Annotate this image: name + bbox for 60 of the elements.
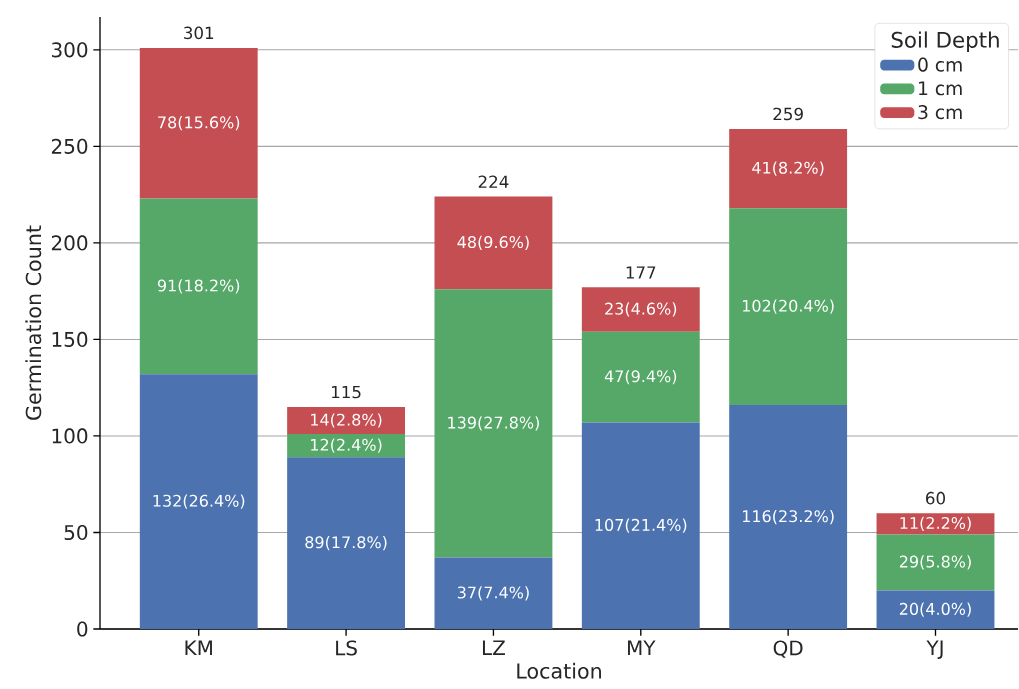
data-label: 37(7.4%) xyxy=(457,586,529,601)
bar xyxy=(581,287,700,332)
x-tick-label: MY xyxy=(628,640,656,655)
bar xyxy=(581,422,700,629)
legend-label: 1 cm xyxy=(919,81,962,96)
data-label: 20(4.0%) xyxy=(899,602,971,617)
y-tick-label: 200 xyxy=(51,235,88,251)
y-axis-title: Germination Count xyxy=(25,225,42,420)
data-label: 107(21.4%) xyxy=(595,518,687,533)
data-label: 23(4.6%) xyxy=(605,302,677,317)
y-tick-label: 0 xyxy=(77,621,88,637)
data-label: 41(8.2%) xyxy=(752,161,824,176)
data-label: 116(23.2%) xyxy=(742,509,834,525)
data-label: 14(2.8%) xyxy=(311,413,382,428)
bar xyxy=(287,457,406,629)
x-tick-label: YJ xyxy=(926,640,943,659)
bar xyxy=(729,208,848,406)
bar xyxy=(729,405,848,629)
bar xyxy=(876,590,995,629)
bar xyxy=(287,434,406,458)
bar xyxy=(434,289,553,558)
data-label: 139(27.8%) xyxy=(448,416,539,431)
x-tick-label: KM xyxy=(185,640,212,655)
bar xyxy=(729,128,848,209)
legend-label: 3 cm xyxy=(918,105,962,120)
legend-title: Soil Depth xyxy=(891,31,999,53)
total-label: 224 xyxy=(478,175,509,188)
y-tick-label: 300 xyxy=(51,42,88,58)
total-label: 60 xyxy=(926,491,945,505)
data-label: 48(9.6%) xyxy=(457,235,529,250)
total-label: 301 xyxy=(184,26,214,40)
x-tick-label: LZ xyxy=(482,640,505,655)
y-tick-label: 250 xyxy=(51,138,88,154)
total-label: 259 xyxy=(773,107,803,121)
data-label: 12(2.4%) xyxy=(311,438,382,453)
bar xyxy=(287,406,406,435)
data-label: 91(18.2%) xyxy=(157,279,240,294)
y-tick-label: 50 xyxy=(64,524,88,541)
bar xyxy=(434,196,553,290)
bar xyxy=(581,331,700,423)
x-tick-label: QD xyxy=(773,640,803,658)
y-tick-label: 150 xyxy=(52,331,88,347)
bar xyxy=(139,374,258,629)
bar xyxy=(876,534,995,591)
data-label: 29(5.8%) xyxy=(899,555,971,570)
bar xyxy=(434,557,553,629)
data-label: 47(9.4%) xyxy=(604,369,677,385)
bar xyxy=(139,47,258,199)
legend-label: 0 cm xyxy=(918,57,962,72)
bar xyxy=(139,198,258,375)
total-label: 177 xyxy=(626,266,656,279)
x-tick-label: LS xyxy=(336,640,357,656)
data-label: 102(20.4%) xyxy=(742,299,834,314)
data-label: 78(15.6%) xyxy=(158,116,240,131)
data-label: 132(26.4%) xyxy=(153,494,245,509)
y-tick-label: 100 xyxy=(52,428,88,444)
data-label: 11(2.2%) xyxy=(900,516,971,531)
total-label: 115 xyxy=(332,385,361,399)
x-axis-title: Location xyxy=(517,662,601,679)
data-label: 89(17.8%) xyxy=(305,535,387,551)
